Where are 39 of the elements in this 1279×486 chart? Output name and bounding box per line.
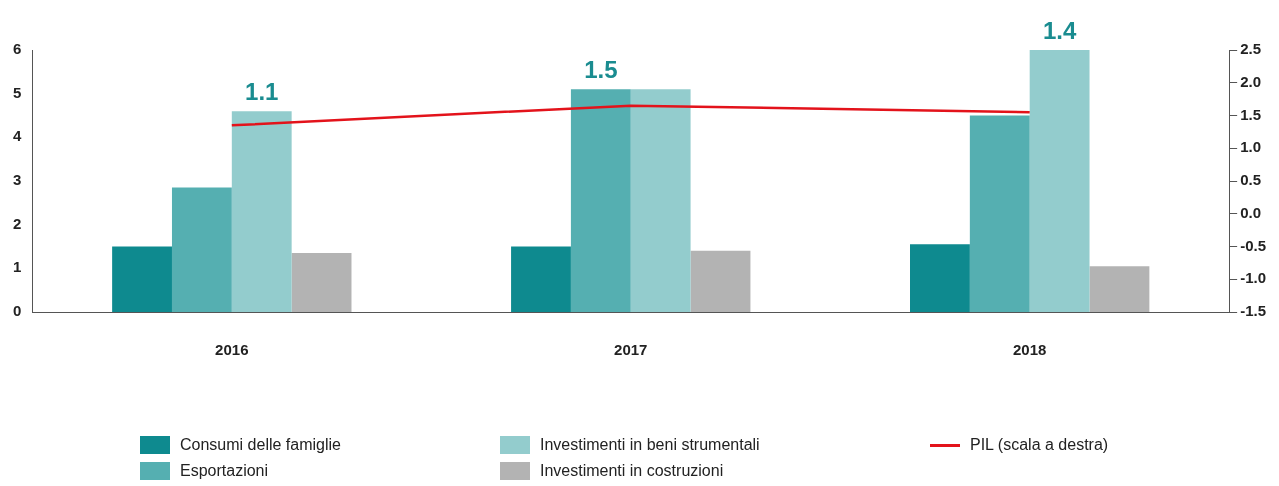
- y-tick-label: 4: [13, 127, 22, 145]
- y2-tick-label: 0.0: [1240, 203, 1262, 221]
- y-tick-label: 6: [13, 40, 22, 58]
- x-tick-label: 2017: [614, 341, 648, 359]
- y2-tick-label: 1.5: [1240, 105, 1262, 123]
- bar: [1089, 266, 1150, 312]
- bar: [690, 250, 751, 312]
- legend-label: Consumi delle famiglie: [180, 436, 341, 454]
- y2-tick-label: -1.0: [1240, 269, 1267, 287]
- annotation: 1.5: [584, 55, 618, 83]
- x-tick-label: 2018: [1013, 341, 1047, 359]
- y2-tick-label: 0.5: [1240, 171, 1262, 189]
- x-tick-label: 2016: [215, 341, 249, 359]
- legend-label: Investimenti in costruzioni: [540, 462, 724, 480]
- y-tick-label: 2: [13, 214, 22, 232]
- y-tick-label: 3: [13, 171, 22, 189]
- y-tick-label: 5: [13, 83, 22, 101]
- bar: [630, 89, 691, 312]
- y-tick-label: 1: [13, 258, 22, 276]
- bar: [511, 246, 571, 312]
- bar: [969, 115, 1030, 312]
- y2-tick-label: 2.5: [1240, 40, 1262, 58]
- y2-tick-label: -1.5: [1240, 302, 1267, 320]
- bar: [171, 187, 232, 312]
- legend-label: PIL (scala a destra): [970, 436, 1109, 454]
- bar: [291, 253, 352, 312]
- y-tick-label: 0: [13, 302, 22, 320]
- bar: [570, 89, 631, 312]
- bar: [1029, 50, 1090, 312]
- y2-tick-label: 2.0: [1240, 72, 1262, 90]
- annotation: 1.1: [245, 77, 279, 105]
- y2-tick-label: -0.5: [1240, 236, 1267, 254]
- text: 1.4: [1042, 16, 1077, 44]
- legend-label: Esportazioni: [180, 462, 269, 480]
- bar: [231, 111, 292, 312]
- legend-label: Investimenti in beni strumentali: [540, 436, 760, 454]
- bar: [910, 244, 970, 312]
- y2-tick-label: 1.0: [1240, 138, 1262, 156]
- bar: [112, 246, 172, 312]
